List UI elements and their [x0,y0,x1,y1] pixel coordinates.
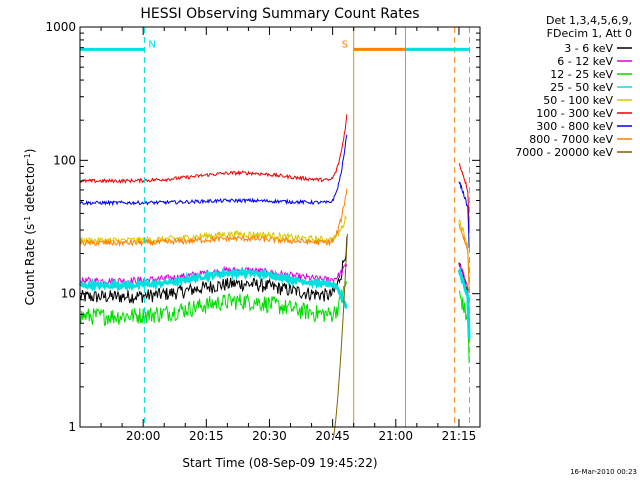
series-line [79,281,348,326]
y-tick-label: 1000 [45,20,76,34]
y-label-sup1: -1 [23,216,32,224]
series-line [332,233,348,441]
series-line-late [458,163,470,230]
legend-entry-label: 800 - 7000 keV [529,133,613,146]
legend-header-line-2: FDecim 1, Att 0 [547,27,632,40]
y-axis-label: Count Rate (s-1 detector-1) [23,149,38,306]
y-axis: 1 10 100 1000 [45,20,480,434]
legend-entry-label: 300 - 800 keV [536,120,613,133]
legend-header-line-1: Det 1,3,4,5,6,9, [546,14,632,27]
legend-entry-label: 12 - 25 keV [550,68,613,81]
legend-entry-label: 25 - 50 keV [550,81,613,94]
y-label-mid: detector [23,161,37,216]
series-line [79,236,348,304]
series-line [79,214,347,246]
series-line [79,188,348,248]
series-line-late [457,266,471,339]
series-line [79,134,348,207]
series-line [79,114,348,184]
chart-title: HESSI Observing Summary Count Rates [140,6,419,22]
y-tick-label: 1 [68,420,76,434]
y-label-sup2: -1 [23,153,32,161]
y-tick-label: 100 [53,153,76,167]
x-tick-label: 21:00 [378,429,413,443]
y-label-end: ) [23,149,37,154]
series-line [78,266,348,310]
x-tick-label: 20:45 [315,429,350,443]
y-label-main: Count Rate (s [23,224,37,306]
series-line-late [458,222,470,291]
legend-entry-label: 100 - 300 keV [536,107,613,120]
legend-entry-label: 50 - 100 keV [543,94,613,107]
x-axis-label: Start Time (08-Sep-09 19:45:22) [182,456,377,470]
x-tick-label: 20:30 [252,429,287,443]
legend-entry-label: 6 - 12 keV [557,55,613,68]
series-line-late [458,181,470,249]
x-tick-label: 20:15 [189,429,224,443]
legend-entry-label: 3 - 6 keV [564,42,613,55]
legend-entry-label: 7000 - 20000 keV [515,146,613,159]
series-line-late [458,263,470,333]
footer-timestamp: 16-Mar-2010 00:23 [570,468,637,476]
interval-label: S [342,39,348,50]
x-axis: 20:00 20:15 20:30 20:45 21:00 21:15 [100,27,477,443]
interval-label: N [148,39,155,50]
x-tick-label: 21:15 [442,429,477,443]
legend: Det 1,3,4,5,6,9, FDecim 1, Att 0 3 - 6 k… [515,14,632,159]
plot-frame [79,26,481,428]
x-tick-label: 20:00 [126,429,161,443]
y-tick-label: 10 [61,287,76,301]
series-line-late [458,219,470,287]
